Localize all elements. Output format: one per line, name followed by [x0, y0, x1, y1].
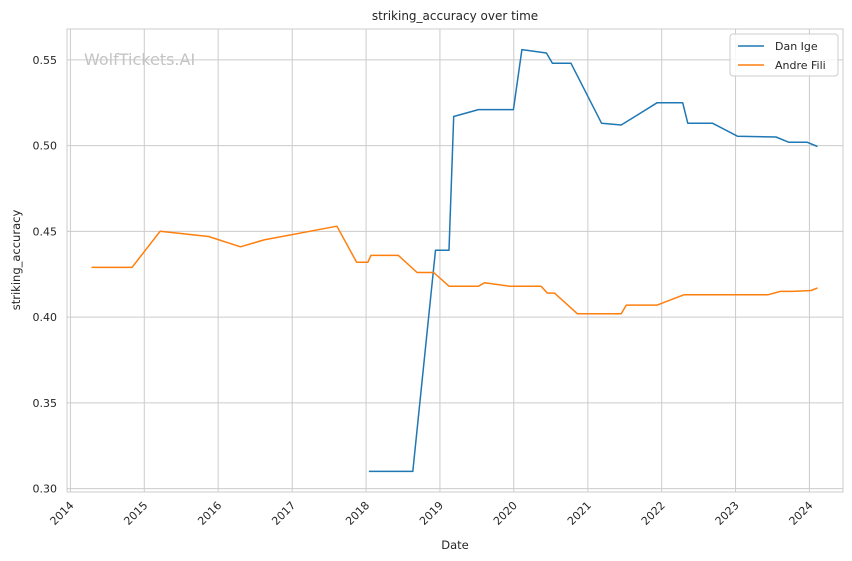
y-tick-label: 0.50 [33, 140, 58, 153]
x-tick-label: 2019 [417, 499, 446, 528]
x-tick-label: 2021 [565, 499, 594, 528]
y-tick-label: 0.40 [33, 311, 58, 324]
legend: Dan Ige Andre Fili [729, 33, 839, 77]
y-axis-label: striking_accuracy [9, 210, 23, 311]
y-tick-label: 0.55 [33, 54, 58, 67]
watermark: WolfTickets.AI [84, 50, 195, 69]
x-axis-label: Date [441, 538, 469, 552]
horizontal-gridlines [67, 59, 843, 490]
plot-area-frame [66, 28, 844, 493]
series-layer [91, 48, 818, 473]
x-tick-label: 2015 [121, 499, 150, 528]
legend-label: Dan Ige [775, 40, 818, 53]
y-tick-label: 0.30 [33, 483, 58, 496]
x-tick-label: 2024 [787, 499, 816, 528]
legend-label: Andre Fili [775, 59, 826, 72]
vertical-gridlines [69, 29, 810, 492]
x-tick-label: 2022 [639, 499, 668, 528]
series-line [368, 48, 818, 473]
y-tick-label: 0.45 [33, 225, 58, 238]
chart-title: striking_accuracy over time [372, 9, 538, 23]
x-tick-label: 2023 [713, 499, 742, 528]
x-tick-label: 2020 [491, 499, 520, 528]
x-tick-label: 2014 [48, 499, 77, 528]
x-tick-label: 2017 [269, 499, 298, 528]
y-tick-labels: 0.30 0.35 0.40 0.45 0.50 0.55 [33, 54, 58, 496]
x-tick-label: 2018 [343, 499, 372, 528]
x-tick-label: 2016 [195, 499, 224, 528]
x-tick-labels: 2014 2015 2016 2017 2018 2019 2020 2021 2022 2023… [48, 499, 816, 528]
y-tick-label: 0.35 [33, 397, 58, 410]
series-line [91, 225, 818, 315]
